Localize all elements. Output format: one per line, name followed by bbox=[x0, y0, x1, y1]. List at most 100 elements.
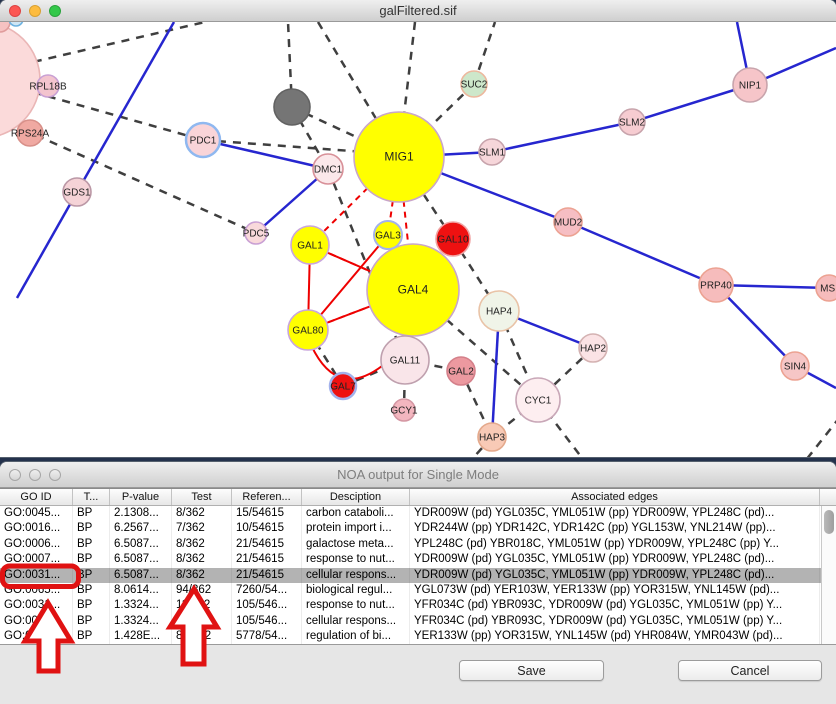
cancel-button[interactable]: Cancel bbox=[678, 660, 822, 681]
node-SIN4[interactable] bbox=[780, 351, 810, 381]
node-SLM1[interactable] bbox=[478, 138, 506, 166]
network-window-titlebar[interactable]: galFiltered.sif bbox=[0, 0, 836, 22]
edge-blue[interactable] bbox=[202, 138, 329, 171]
cell-go-id: GO:0007... bbox=[0, 552, 73, 568]
node-HAP2[interactable] bbox=[578, 333, 608, 363]
table-row[interactable]: GO:0050... BP 1.428E... 80/362 5778/54... reg… bbox=[0, 629, 836, 644]
column-header-p-value[interactable]: P-value bbox=[110, 489, 172, 505]
table-row[interactable]: GO:0007... BP 6.5087... 8/362 21/54615 respon… bbox=[0, 552, 836, 568]
edge-blue[interactable] bbox=[491, 120, 633, 154]
cell-associated-edges: YDR009W (pd) YGL035C, YML051W (pp) YDR00… bbox=[410, 552, 820, 568]
table-scrollbar[interactable] bbox=[821, 506, 836, 644]
edge-dashed[interactable] bbox=[537, 399, 583, 457]
cell-test: 8/362 bbox=[172, 567, 232, 583]
node-CYC1[interactable] bbox=[515, 377, 561, 423]
cell-test: 8/362 bbox=[172, 552, 232, 568]
cell-reference: 10/54615 bbox=[232, 521, 302, 537]
column-header-go-id[interactable]: GO ID bbox=[0, 489, 73, 505]
node-HAP4[interactable] bbox=[478, 290, 520, 332]
edge-dashed[interactable] bbox=[316, 22, 401, 158]
edge-dashed[interactable] bbox=[306, 329, 345, 387]
node-GCY1[interactable] bbox=[392, 398, 416, 422]
table-row[interactable]: GO:0031... BP 1.3324... 11/362 105/546... cel… bbox=[0, 613, 836, 630]
edge-dashed[interactable] bbox=[202, 138, 366, 154]
cell-reference: 21/54615 bbox=[232, 552, 302, 568]
node-label-PRP40: PRP40 bbox=[700, 281, 732, 292]
node-RPL18B[interactable] bbox=[36, 74, 60, 98]
edge-blue[interactable] bbox=[15, 191, 79, 299]
node-MIG1[interactable] bbox=[353, 111, 445, 203]
node-MSI[interactable] bbox=[815, 274, 836, 302]
node-MUD2[interactable] bbox=[553, 207, 583, 237]
column-header-type[interactable]: T... bbox=[73, 489, 110, 505]
table-row[interactable]: GO:0016... BP 6.2567... 7/362 10/54615 protei… bbox=[0, 521, 836, 537]
table-row[interactable]: GO:0045... BP 2.1308... 8/362 15/54615 carbon… bbox=[0, 506, 836, 522]
network-canvas[interactable]: MIG1 GAL4 RPL18B RPS24A PDC1 GDS1 PDC5 DMC1 SUC2… bbox=[0, 22, 836, 457]
maximize-button[interactable] bbox=[49, 5, 61, 17]
cell-description: regulation of bi... bbox=[302, 629, 410, 644]
cell-reference: 105/546... bbox=[232, 613, 302, 630]
node-SLM2[interactable] bbox=[618, 108, 646, 136]
node-label-HAP3: HAP3 bbox=[479, 433, 506, 444]
node-GDS1[interactable] bbox=[62, 177, 92, 207]
node-PDC1[interactable] bbox=[184, 121, 222, 159]
close-button[interactable] bbox=[9, 469, 21, 481]
cell-reference: 15/54615 bbox=[232, 506, 302, 522]
node-SUC2[interactable] bbox=[460, 70, 488, 98]
edge-blue[interactable] bbox=[567, 220, 717, 287]
table-row[interactable]: GO:0065... BP 8.0614... 94/362 7260/54... bio… bbox=[0, 582, 836, 599]
node-label-HAP2: HAP2 bbox=[580, 344, 607, 355]
node-PRP40[interactable] bbox=[698, 267, 734, 303]
node-unlabeled[interactable] bbox=[0, 22, 11, 33]
edge-dashed[interactable] bbox=[412, 289, 539, 401]
edge-blue[interactable] bbox=[75, 22, 176, 193]
edge-blue[interactable] bbox=[715, 283, 830, 290]
node-GAL3[interactable] bbox=[373, 220, 403, 250]
edge-dashed[interactable] bbox=[472, 22, 497, 85]
table-row[interactable]: GO:0031... BP 1.3324... 11/362 105/546... res… bbox=[0, 598, 836, 614]
edge-dashed[interactable] bbox=[806, 417, 836, 457]
cell-test: 11/362 bbox=[172, 613, 232, 630]
column-header-associated-edges[interactable]: Associated edges bbox=[410, 489, 820, 505]
node-RPS24A[interactable] bbox=[16, 119, 44, 147]
node-PDC5[interactable] bbox=[244, 221, 268, 245]
node-GAL11[interactable] bbox=[380, 335, 430, 385]
node-GAL4[interactable] bbox=[366, 243, 460, 337]
scrollbar-thumb[interactable] bbox=[824, 510, 834, 534]
minimize-button[interactable] bbox=[29, 5, 41, 17]
cell-reference: 105/546... bbox=[232, 598, 302, 614]
node-GAL80[interactable] bbox=[287, 309, 329, 351]
edge-blue[interactable] bbox=[715, 284, 796, 367]
close-button[interactable] bbox=[9, 5, 21, 17]
edge-dashed[interactable] bbox=[398, 83, 475, 158]
network-window-title: galFiltered.sif bbox=[379, 3, 457, 18]
cell-description: biological regul... bbox=[302, 582, 410, 599]
edge-red-dashed[interactable] bbox=[309, 156, 400, 246]
node-GAL7[interactable] bbox=[328, 371, 358, 401]
node-unlabeled[interactable] bbox=[273, 88, 311, 126]
node-label-SUC2: SUC2 bbox=[461, 80, 488, 91]
edge-blue[interactable] bbox=[631, 83, 751, 124]
node-unlabeled[interactable] bbox=[8, 22, 24, 27]
maximize-button[interactable] bbox=[49, 469, 61, 481]
node-GAL2[interactable] bbox=[446, 356, 476, 386]
edge-dashed[interactable] bbox=[342, 358, 406, 388]
column-header-description[interactable]: Desciption bbox=[302, 489, 410, 505]
table-row[interactable]: GO:0006... BP 6.5087... 8/362 21/54615 galact… bbox=[0, 536, 836, 553]
edge-blue[interactable] bbox=[490, 310, 501, 438]
save-button[interactable]: Save bbox=[459, 660, 604, 681]
edge-dashed[interactable] bbox=[291, 105, 400, 159]
noa-window-titlebar[interactable]: NOA output for Single Mode bbox=[0, 462, 836, 488]
node-DMC1[interactable] bbox=[312, 153, 344, 185]
column-header-reference[interactable]: Referen... bbox=[232, 489, 302, 505]
minimize-button[interactable] bbox=[29, 469, 41, 481]
edge-dashed[interactable] bbox=[290, 106, 330, 170]
column-header-test[interactable]: Test bbox=[172, 489, 232, 505]
node-GAL10[interactable] bbox=[435, 221, 471, 257]
node-NIP1[interactable] bbox=[732, 67, 768, 103]
node-HAP3[interactable] bbox=[477, 422, 507, 452]
table-row-selected[interactable]: GO:0031... BP 6.5087... 8/362 21/54615 cellul… bbox=[0, 567, 836, 583]
edge-dashed[interactable] bbox=[397, 22, 417, 158]
node-GAL1[interactable] bbox=[290, 225, 330, 265]
edge-blue[interactable] bbox=[255, 168, 329, 234]
